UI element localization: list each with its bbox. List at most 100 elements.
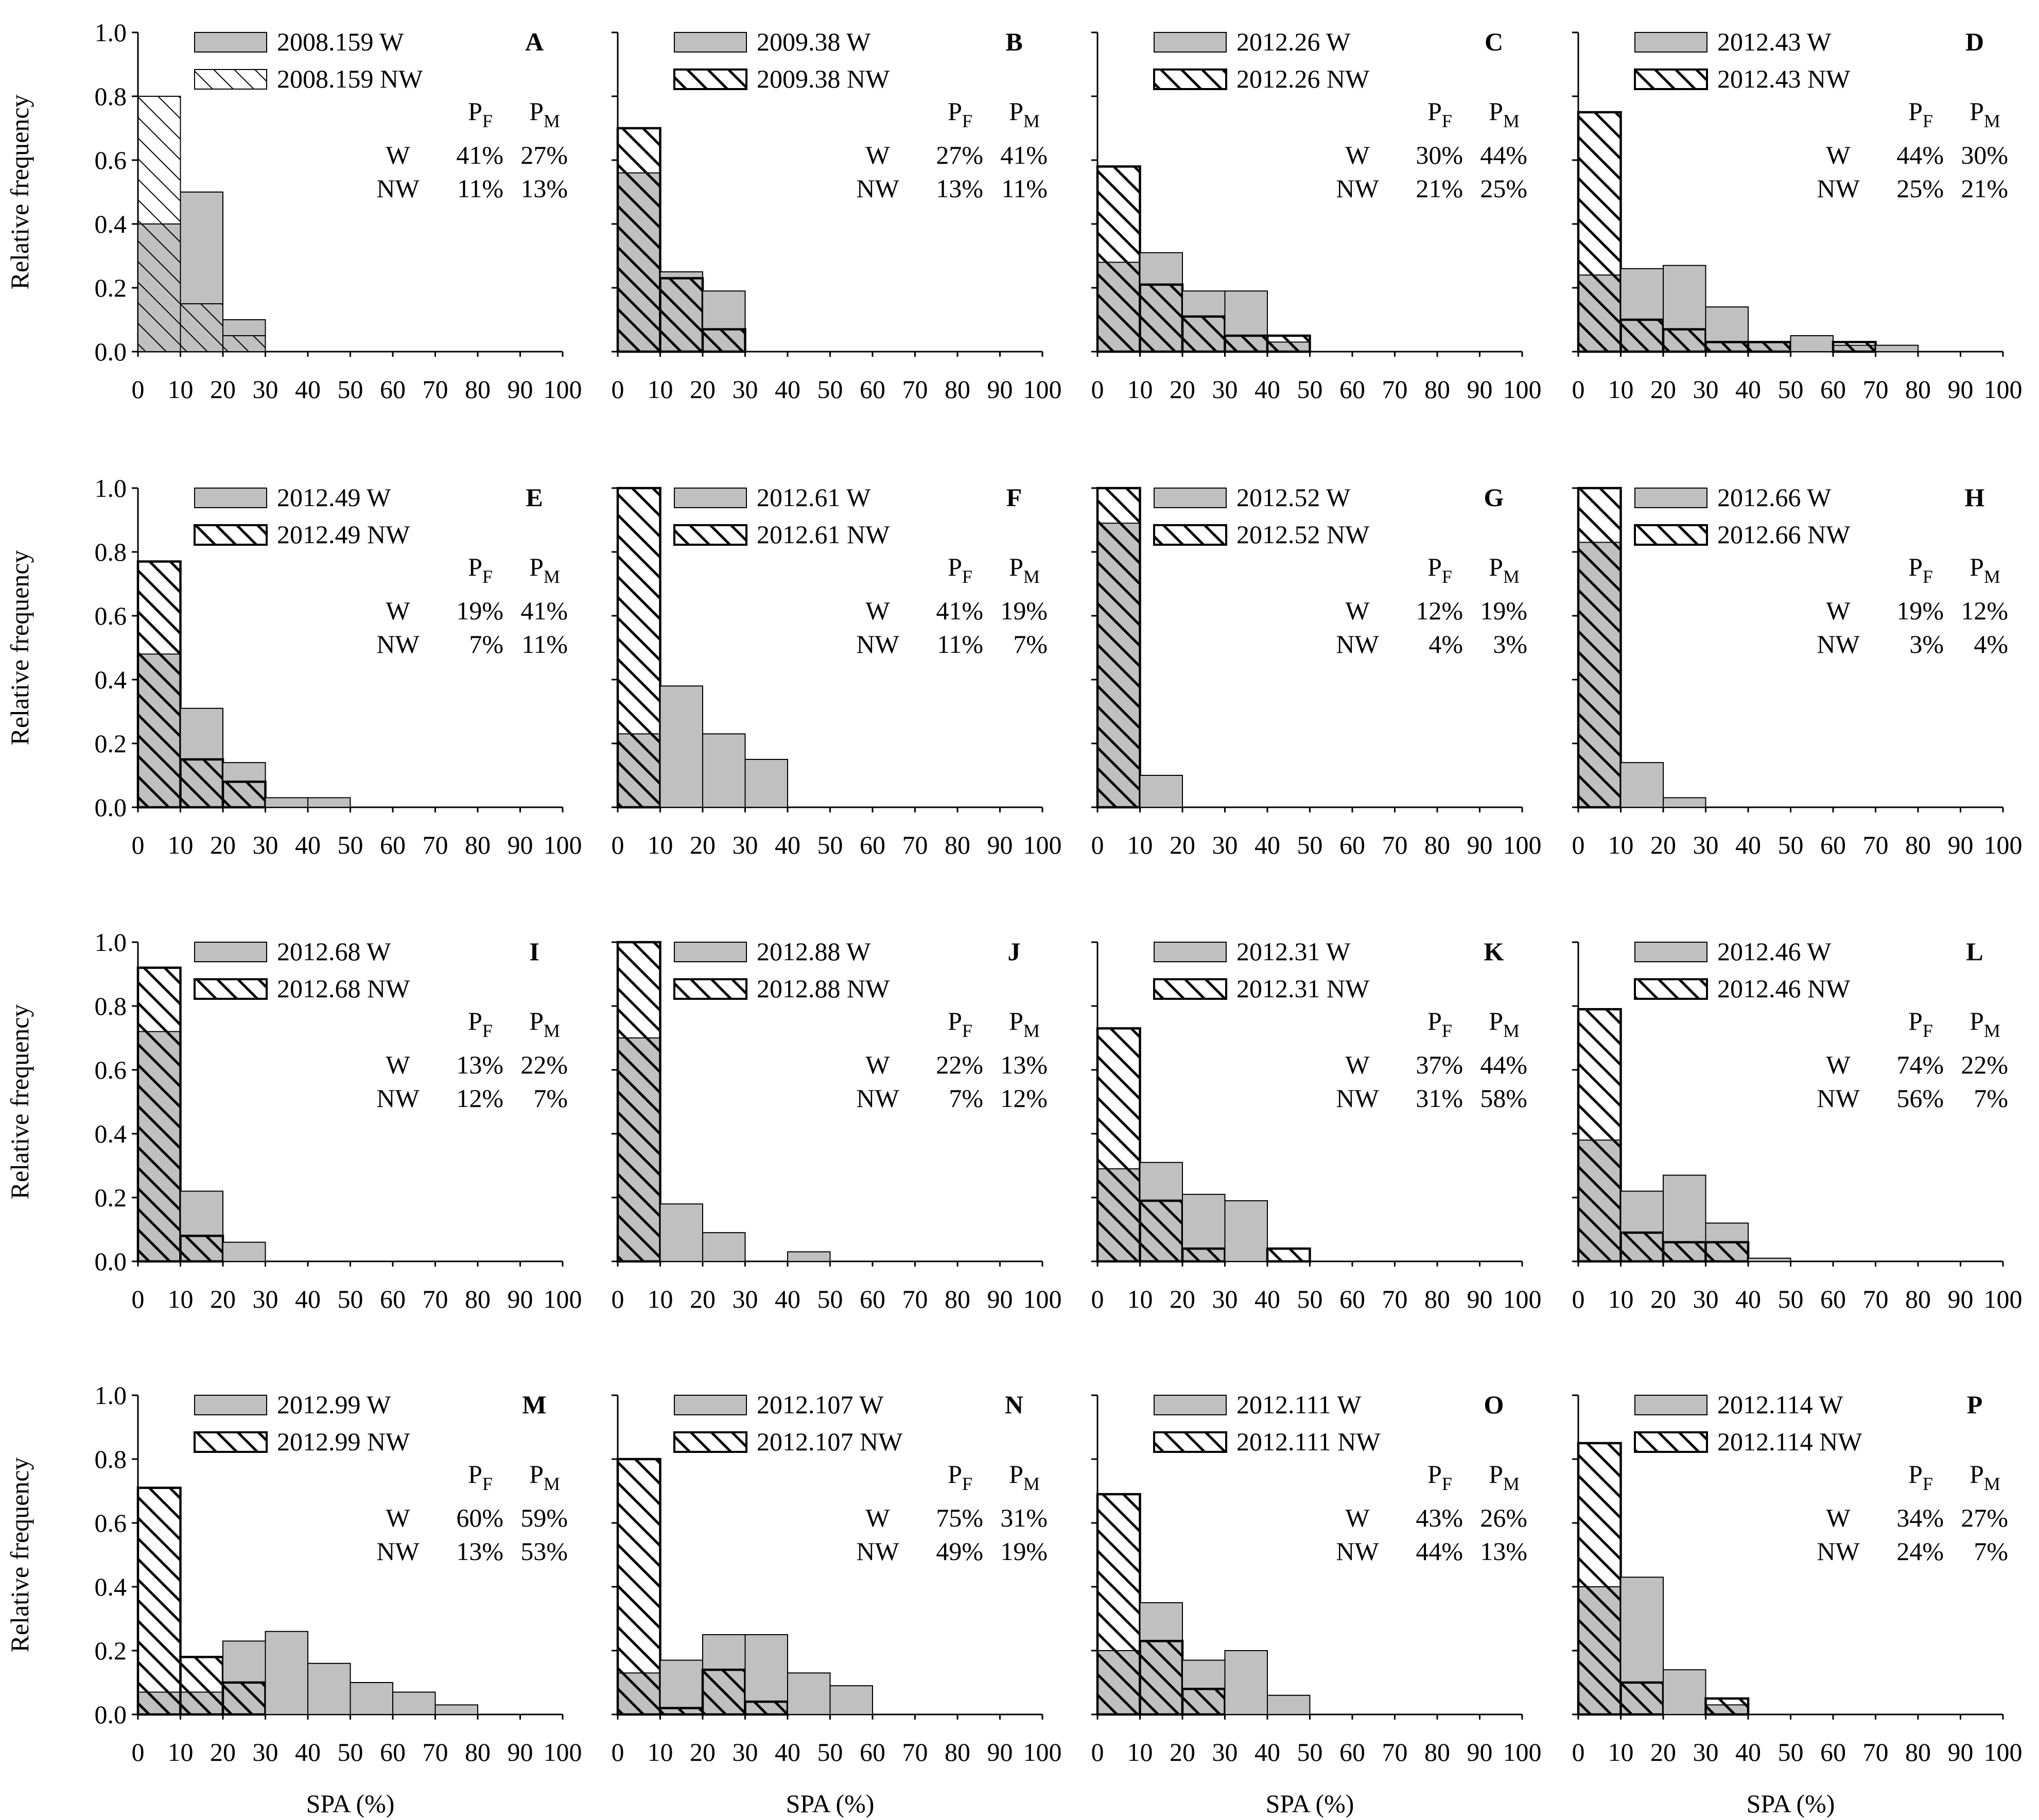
legend-label-w: 2012.68 W	[277, 937, 391, 966]
x-tick-label: 30	[1212, 830, 1238, 859]
x-tick-label: 10	[168, 1738, 194, 1766]
bar-nw-outline	[616, 487, 661, 809]
legend-label-w: 2012.107 W	[757, 1390, 884, 1419]
panel-D: 0 10 20 30 40 50 60 70 80 90 100 2012.43 W 2012.43 N…	[1572, 27, 2023, 404]
y-tick-label: 0.4	[95, 665, 127, 694]
pm-header: PM	[1489, 552, 1520, 587]
stat-w-pf: 19%	[1896, 596, 1944, 625]
x-tick-label: 60	[1820, 830, 1846, 859]
legend-label-w: 2012.49 W	[277, 483, 391, 512]
x-tick-label: 90	[1467, 1285, 1493, 1313]
x-tick-label: 30	[253, 830, 278, 859]
legend-label-nw: 2012.114 NW	[1717, 1427, 1862, 1456]
y-tick-label: 0.4	[95, 1572, 127, 1601]
bar-nw-hatch	[1663, 329, 1706, 352]
bar-w	[745, 759, 788, 807]
x-tick-label: 80	[945, 375, 970, 404]
x-tick-label: 90	[1948, 1738, 1974, 1766]
x-tick-label: 30	[1693, 1738, 1719, 1766]
panel-letter: E	[526, 483, 543, 512]
bar-w-outline	[434, 1704, 478, 1715]
y-tick-label: 0.8	[95, 992, 127, 1020]
x-tick-label: 50	[1297, 830, 1323, 859]
bar-w	[1790, 336, 1833, 352]
x-tick-label: 70	[1382, 375, 1408, 404]
legend-swatch-w	[1634, 942, 1707, 962]
bar-nw-outline	[136, 560, 182, 809]
x-tick-label: 0	[132, 375, 145, 404]
panel-letter: C	[1485, 27, 1503, 56]
x-axis-title: SPA (%)	[1266, 1789, 1354, 1818]
bar-nw-hatch	[1097, 166, 1140, 352]
x-tick-label: 30	[253, 1285, 278, 1313]
stats-row-w-label: W	[386, 596, 410, 625]
x-tick-label: 100	[1503, 1285, 1542, 1313]
stat-w-pf: 43%	[1416, 1503, 1463, 1532]
x-tick-label: 10	[168, 1285, 194, 1313]
bar-nw-hatch	[1620, 1683, 1663, 1714]
stat-w-pf: 60%	[456, 1503, 503, 1532]
bar-w	[1267, 1695, 1310, 1714]
y-tick-label: 0.2	[95, 729, 127, 758]
legend-label-nw: 2012.31 NW	[1236, 974, 1370, 1003]
x-tick-label: 50	[1297, 375, 1323, 404]
legend-swatch-nw	[1153, 524, 1227, 546]
panel-letter: D	[1965, 27, 1984, 56]
bar-nw-outline	[136, 1486, 182, 1716]
x-tick-label: 0	[1091, 1738, 1104, 1766]
x-tick-label: 70	[1863, 1738, 1889, 1766]
stats-row-nw-label: NW	[1817, 174, 1860, 203]
x-tick-label: 90	[508, 1738, 533, 1766]
legend-swatch-w	[1154, 488, 1227, 508]
bar-nw-hatch	[180, 759, 223, 807]
stats-row-w-label: W	[386, 1050, 410, 1079]
bar-w	[265, 798, 308, 807]
legend-label-nw: 2012.26 NW	[1236, 64, 1370, 93]
x-tick-label: 80	[945, 830, 970, 859]
stat-w-pm: 26%	[1480, 1503, 1527, 1532]
y-tick-label: 0.2	[95, 1183, 127, 1212]
pf-header: PF	[948, 1460, 972, 1494]
x-tick-label: 40	[1254, 830, 1280, 859]
panel-E: 0.0 0.2 0.4 0.6 0.8 1.0 0 10 20 30 40 50 60 70 80 90 100…	[5, 474, 582, 859]
x-tick-label: 20	[1170, 1738, 1195, 1766]
bar-nw-hatch	[180, 304, 223, 352]
x-tick-label: 100	[1023, 375, 1062, 404]
legend-swatch-nw	[1634, 1431, 1708, 1453]
legend-swatch-nw	[673, 524, 747, 546]
x-tick-label: 50	[1297, 1285, 1323, 1313]
x-tick-label: 80	[1424, 830, 1450, 859]
x-tick-label: 10	[648, 1285, 673, 1313]
x-axis-title: SPA (%)	[306, 1789, 395, 1818]
legend-label-w: 2012.52 W	[1236, 483, 1351, 512]
x-tick-label: 10	[1127, 1285, 1153, 1313]
x-tick-label: 60	[1339, 830, 1365, 859]
pf-header: PF	[1908, 1007, 1933, 1041]
x-axis-title: SPA (%)	[786, 1789, 875, 1818]
stat-w-pm: 27%	[1961, 1503, 2008, 1532]
stats-row-nw-label: NW	[856, 1537, 899, 1566]
stat-nw-pf: 21%	[1416, 174, 1463, 203]
pm-header: PM	[1970, 97, 2000, 131]
x-tick-label: 100	[544, 1285, 582, 1313]
x-tick-label: 50	[338, 1738, 363, 1766]
pf-header: PF	[468, 1007, 493, 1041]
bar-nw-outline	[221, 781, 267, 809]
bar-nw-hatch	[703, 1670, 745, 1714]
legend-label-nw: 2012.46 NW	[1717, 974, 1851, 1003]
stat-w-pm: 19%	[1480, 596, 1527, 625]
x-tick-label: 0	[132, 830, 145, 859]
x-tick-label: 80	[1905, 1738, 1931, 1766]
x-tick-label: 30	[733, 375, 758, 404]
x-tick-label: 70	[902, 375, 928, 404]
x-tick-label: 50	[1778, 375, 1804, 404]
pf-header: PF	[1427, 552, 1452, 587]
panel-letter: J	[1008, 937, 1021, 966]
x-tick-label: 70	[1863, 1285, 1889, 1313]
x-tick-label: 20	[1650, 375, 1676, 404]
legend-swatch-nw	[1153, 978, 1227, 1000]
x-tick-label: 0	[132, 1738, 145, 1766]
y-tick-label: 0.6	[95, 1055, 127, 1084]
legend-swatch-w	[1634, 32, 1707, 53]
